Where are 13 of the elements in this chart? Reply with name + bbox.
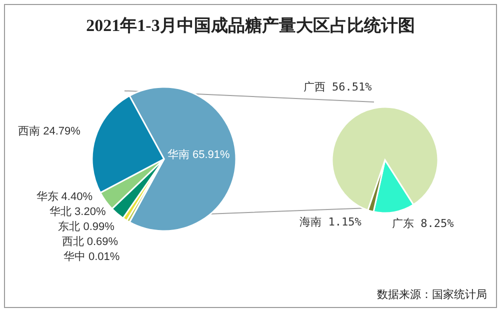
slice-label: 华东 4.40% xyxy=(36,190,93,203)
slice-label: 华北 3.20% xyxy=(50,205,106,218)
slice-label: 广东 8.25% xyxy=(392,216,454,230)
slice-label: 西南 24.79% xyxy=(18,124,81,138)
slice-label: 华中 0.01% xyxy=(63,250,120,263)
slice-label: 广西 56.51% xyxy=(303,80,372,94)
pie-slice xyxy=(331,106,439,211)
slice-label: 华南 65.91% xyxy=(167,148,230,161)
slice-label: 西北 0.69% xyxy=(62,235,118,248)
source-note: 数据来源：国家统计局 xyxy=(377,288,487,302)
slice-label: 东北 0.99% xyxy=(58,220,115,233)
slice-label: 海南 1.15% xyxy=(300,215,362,228)
chart-title: 2021年1-3月中国成品糖产量大区占比统计图 xyxy=(85,15,416,37)
